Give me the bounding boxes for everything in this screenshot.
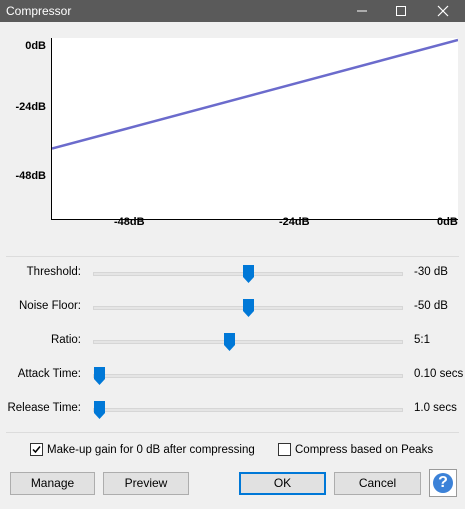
slider-thumb[interactable] [94, 401, 106, 419]
help-button[interactable]: ? [429, 469, 457, 497]
minimize-icon [357, 10, 367, 12]
slider-thumb[interactable] [243, 265, 254, 283]
compress-peaks-label[interactable]: Compress based on Peaks [295, 444, 434, 456]
separator [6, 432, 459, 433]
minimize-button[interactable] [345, 0, 379, 22]
noise-floor-label: Noise Floor: [19, 300, 81, 312]
slider-thumb[interactable] [224, 333, 236, 351]
attack-time-value: 0.10 secs [414, 368, 464, 380]
attack-time-label: Attack Time: [17, 368, 81, 380]
threshold-row: Threshold: -30 dB [0, 262, 465, 286]
y-tick-label: -24dB [15, 101, 46, 113]
transfer-curve-line [51, 38, 459, 150]
close-button[interactable] [426, 0, 460, 22]
makeup-gain-checkbox[interactable] [30, 443, 43, 456]
preview-button[interactable]: Preview [103, 472, 189, 495]
x-tick-label: -24dB [279, 216, 310, 228]
threshold-value: -30 dB [414, 266, 448, 278]
manage-button[interactable]: Manage [10, 472, 95, 495]
slider-thumb[interactable] [94, 367, 106, 385]
ratio-value: 5:1 [414, 334, 430, 346]
ok-button[interactable]: OK [239, 472, 326, 495]
slider-thumb[interactable] [243, 299, 254, 317]
checkmark-icon [32, 446, 41, 454]
ratio-row: Ratio: 5:1 [0, 330, 465, 354]
compression-graph: 0dB -24dB -48dB -48dB -24dB 0dB [0, 22, 465, 240]
y-tick-label: -48dB [15, 170, 46, 182]
attack-time-slider[interactable] [93, 374, 403, 378]
threshold-label: Threshold: [26, 266, 81, 278]
graph-plot-area [47, 38, 459, 225]
close-icon [437, 5, 449, 17]
makeup-gain-label[interactable]: Make-up gain for 0 dB after compressing [47, 444, 255, 456]
release-time-value: 1.0 secs [414, 402, 457, 414]
compression-curve [47, 38, 459, 225]
ratio-slider[interactable] [93, 340, 403, 344]
noise-floor-value: -50 dB [414, 300, 448, 312]
help-icon: ? [433, 473, 453, 493]
cancel-button[interactable]: Cancel [334, 472, 421, 495]
maximize-icon [396, 6, 406, 16]
attack-time-row: Attack Time: 0.10 secs [0, 364, 465, 388]
noise-floor-row: Noise Floor: -50 dB [0, 296, 465, 320]
window-title: Compressor [6, 4, 72, 18]
release-time-row: Release Time: 1.0 secs [0, 398, 465, 422]
release-time-label: Release Time: [7, 402, 81, 414]
y-tick-label: 0dB [25, 40, 46, 52]
options-row: Make-up gain for 0 dB after compressing … [0, 441, 465, 461]
x-tick-label: -48dB [114, 216, 145, 228]
ratio-label: Ratio: [50, 334, 81, 346]
x-tick-label: 0dB [437, 216, 458, 228]
maximize-button[interactable] [384, 0, 418, 22]
title-bar: Compressor [0, 0, 465, 22]
separator [6, 256, 459, 257]
compress-peaks-checkbox[interactable] [278, 443, 291, 456]
release-time-slider[interactable] [93, 408, 403, 412]
